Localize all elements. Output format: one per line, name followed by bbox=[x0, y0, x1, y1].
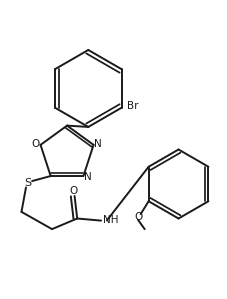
Text: S: S bbox=[25, 178, 32, 188]
Text: Br: Br bbox=[127, 101, 139, 111]
Text: N: N bbox=[94, 139, 102, 149]
Text: O: O bbox=[31, 139, 39, 149]
Text: NH: NH bbox=[103, 215, 119, 225]
Text: O: O bbox=[134, 212, 142, 222]
Text: N: N bbox=[84, 172, 92, 182]
Text: O: O bbox=[69, 186, 77, 196]
